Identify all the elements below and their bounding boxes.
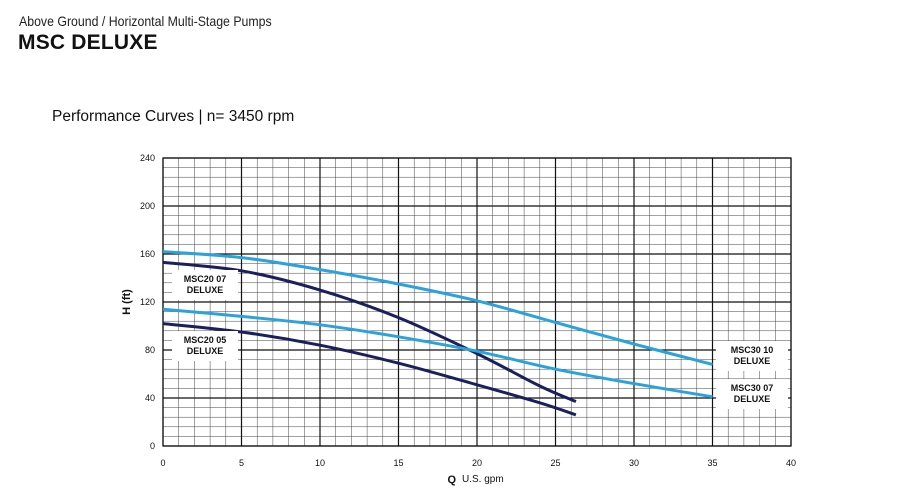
y-tick-label: 200 xyxy=(140,201,155,211)
x-tick-label: 10 xyxy=(315,458,325,468)
y-tick-label: 160 xyxy=(140,249,155,259)
label-box xyxy=(172,270,238,300)
series-label-text: DELUXE xyxy=(734,356,771,366)
y-tick-labels: 0 40 80 120 160 200 240 xyxy=(140,153,155,451)
header-title: MSC DELUXE xyxy=(18,31,158,54)
plot-frame xyxy=(162,157,792,447)
x-tick-label: 25 xyxy=(550,458,560,468)
label-box xyxy=(172,331,238,361)
x-tick-label: 35 xyxy=(707,458,717,468)
y-axis-label: H (ft) xyxy=(121,289,133,315)
y-tick-label: 40 xyxy=(145,393,155,403)
x-tick-label: 0 xyxy=(160,458,165,468)
x-tick-label: 20 xyxy=(472,458,482,468)
series-msc30-07-line xyxy=(162,307,713,399)
series-label-text: MSC20 05 xyxy=(184,335,227,345)
series-layer xyxy=(162,250,713,417)
series-label-text: MSC30 07 xyxy=(731,383,774,393)
series-msc20-05-line xyxy=(162,322,577,417)
x-axis-symbol: Q xyxy=(447,474,456,486)
x-tick-labels: 0 5 10 15 20 25 30 35 40 xyxy=(160,458,796,468)
chart-title: Performance Curves | n= 3450 rpm xyxy=(52,108,295,125)
series-label-text: DELUXE xyxy=(187,346,224,356)
y-tick-label: 80 xyxy=(145,345,155,355)
x-tick-label: 15 xyxy=(393,458,403,468)
x-axis-label: U.S. gpm xyxy=(462,474,504,485)
label-box xyxy=(716,341,788,371)
x-tick-label: 5 xyxy=(239,458,244,468)
series-label-text: MSC20 07 xyxy=(184,274,227,284)
series-label-text: MSC30 10 xyxy=(731,345,774,355)
label-box xyxy=(716,379,788,409)
series-msc20-07-line xyxy=(162,260,577,403)
y-tick-label: 240 xyxy=(140,153,155,163)
y-tick-label: 120 xyxy=(140,297,155,307)
series-label-text: DELUXE xyxy=(734,394,771,404)
y-tick-label: 0 xyxy=(150,441,155,451)
x-tick-label: 40 xyxy=(786,458,796,468)
series-label-text: DELUXE xyxy=(187,285,224,295)
series-msc30-10-line xyxy=(162,250,713,366)
header-subtitle: Above Ground / Horizontal Multi-Stage Pu… xyxy=(19,13,272,29)
x-tick-label: 30 xyxy=(629,458,639,468)
